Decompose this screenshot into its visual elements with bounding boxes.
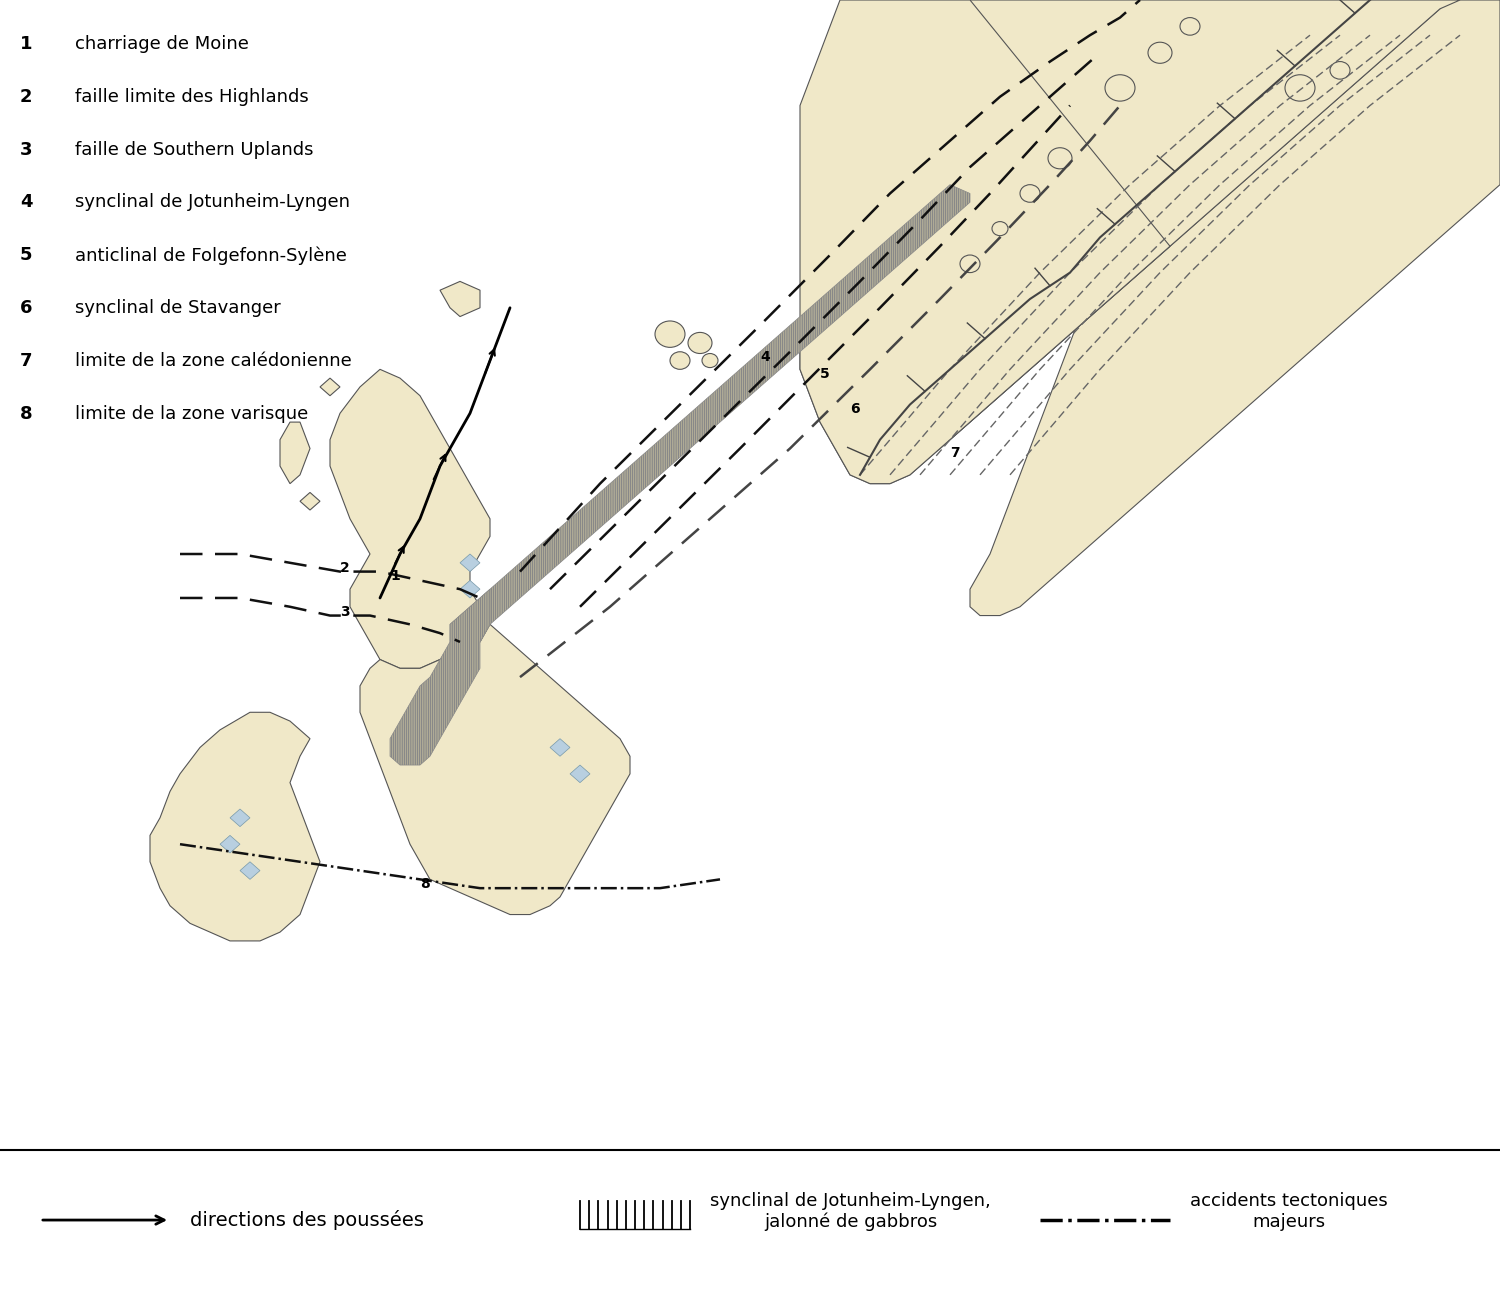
Text: 8: 8 (20, 405, 33, 423)
Polygon shape (360, 624, 630, 915)
Text: 8: 8 (420, 878, 429, 891)
Polygon shape (150, 712, 320, 941)
Text: synclinal de Jotunheim-Lyngen,
jalonné de gabbros: synclinal de Jotunheim-Lyngen, jalonné d… (710, 1192, 990, 1231)
Text: 7: 7 (20, 352, 33, 369)
Text: directions des poussées: directions des poussées (190, 1210, 424, 1230)
Text: 4: 4 (20, 193, 33, 212)
Text: anticlinal de Folgefonn-Sylène: anticlinal de Folgefonn-Sylène (75, 246, 346, 264)
Circle shape (688, 332, 712, 353)
Text: 2: 2 (20, 88, 33, 106)
Polygon shape (970, 0, 1500, 615)
Polygon shape (390, 589, 490, 765)
Text: limite de la zone calédonienne: limite de la zone calédonienne (75, 352, 351, 369)
Text: 5: 5 (821, 367, 830, 381)
Text: accidents tectoniques
majeurs: accidents tectoniques majeurs (1190, 1192, 1388, 1231)
Polygon shape (320, 378, 340, 396)
Text: 5: 5 (20, 246, 33, 264)
Text: 6: 6 (20, 300, 33, 317)
Polygon shape (570, 765, 590, 783)
Polygon shape (450, 185, 970, 643)
Polygon shape (220, 836, 240, 853)
Polygon shape (800, 0, 1170, 484)
Polygon shape (550, 738, 570, 757)
Circle shape (1148, 42, 1172, 63)
Polygon shape (280, 422, 310, 484)
Text: charriage de Moine: charriage de Moine (75, 35, 249, 53)
Polygon shape (460, 555, 480, 572)
Polygon shape (330, 369, 490, 669)
Text: 3: 3 (20, 141, 33, 159)
Text: 4: 4 (760, 350, 770, 364)
Text: 7: 7 (950, 447, 960, 460)
Circle shape (656, 321, 686, 347)
Circle shape (1106, 75, 1136, 101)
Polygon shape (460, 581, 480, 598)
Circle shape (702, 353, 718, 368)
Text: limite de la zone varisque: limite de la zone varisque (75, 405, 309, 423)
Circle shape (992, 222, 1008, 235)
Text: 6: 6 (850, 402, 859, 417)
Circle shape (1180, 17, 1200, 35)
Text: synclinal de Jotunheim-Lyngen: synclinal de Jotunheim-Lyngen (75, 193, 350, 212)
Circle shape (960, 255, 980, 272)
Text: 1: 1 (390, 569, 399, 583)
Text: faille de Southern Uplands: faille de Southern Uplands (75, 141, 314, 159)
Polygon shape (800, 0, 1450, 484)
Circle shape (1286, 75, 1316, 101)
Text: synclinal de Stavanger: synclinal de Stavanger (75, 300, 280, 317)
Circle shape (670, 352, 690, 369)
Polygon shape (440, 281, 480, 317)
Text: 1: 1 (20, 35, 33, 53)
Text: 2: 2 (340, 561, 350, 574)
Polygon shape (850, 0, 1460, 457)
Circle shape (1048, 147, 1072, 168)
Circle shape (1330, 62, 1350, 79)
Circle shape (1020, 185, 1040, 202)
Polygon shape (300, 493, 320, 510)
Polygon shape (240, 862, 260, 879)
Text: 3: 3 (340, 604, 350, 619)
Polygon shape (230, 809, 251, 827)
Text: faille limite des Highlands: faille limite des Highlands (75, 88, 309, 106)
